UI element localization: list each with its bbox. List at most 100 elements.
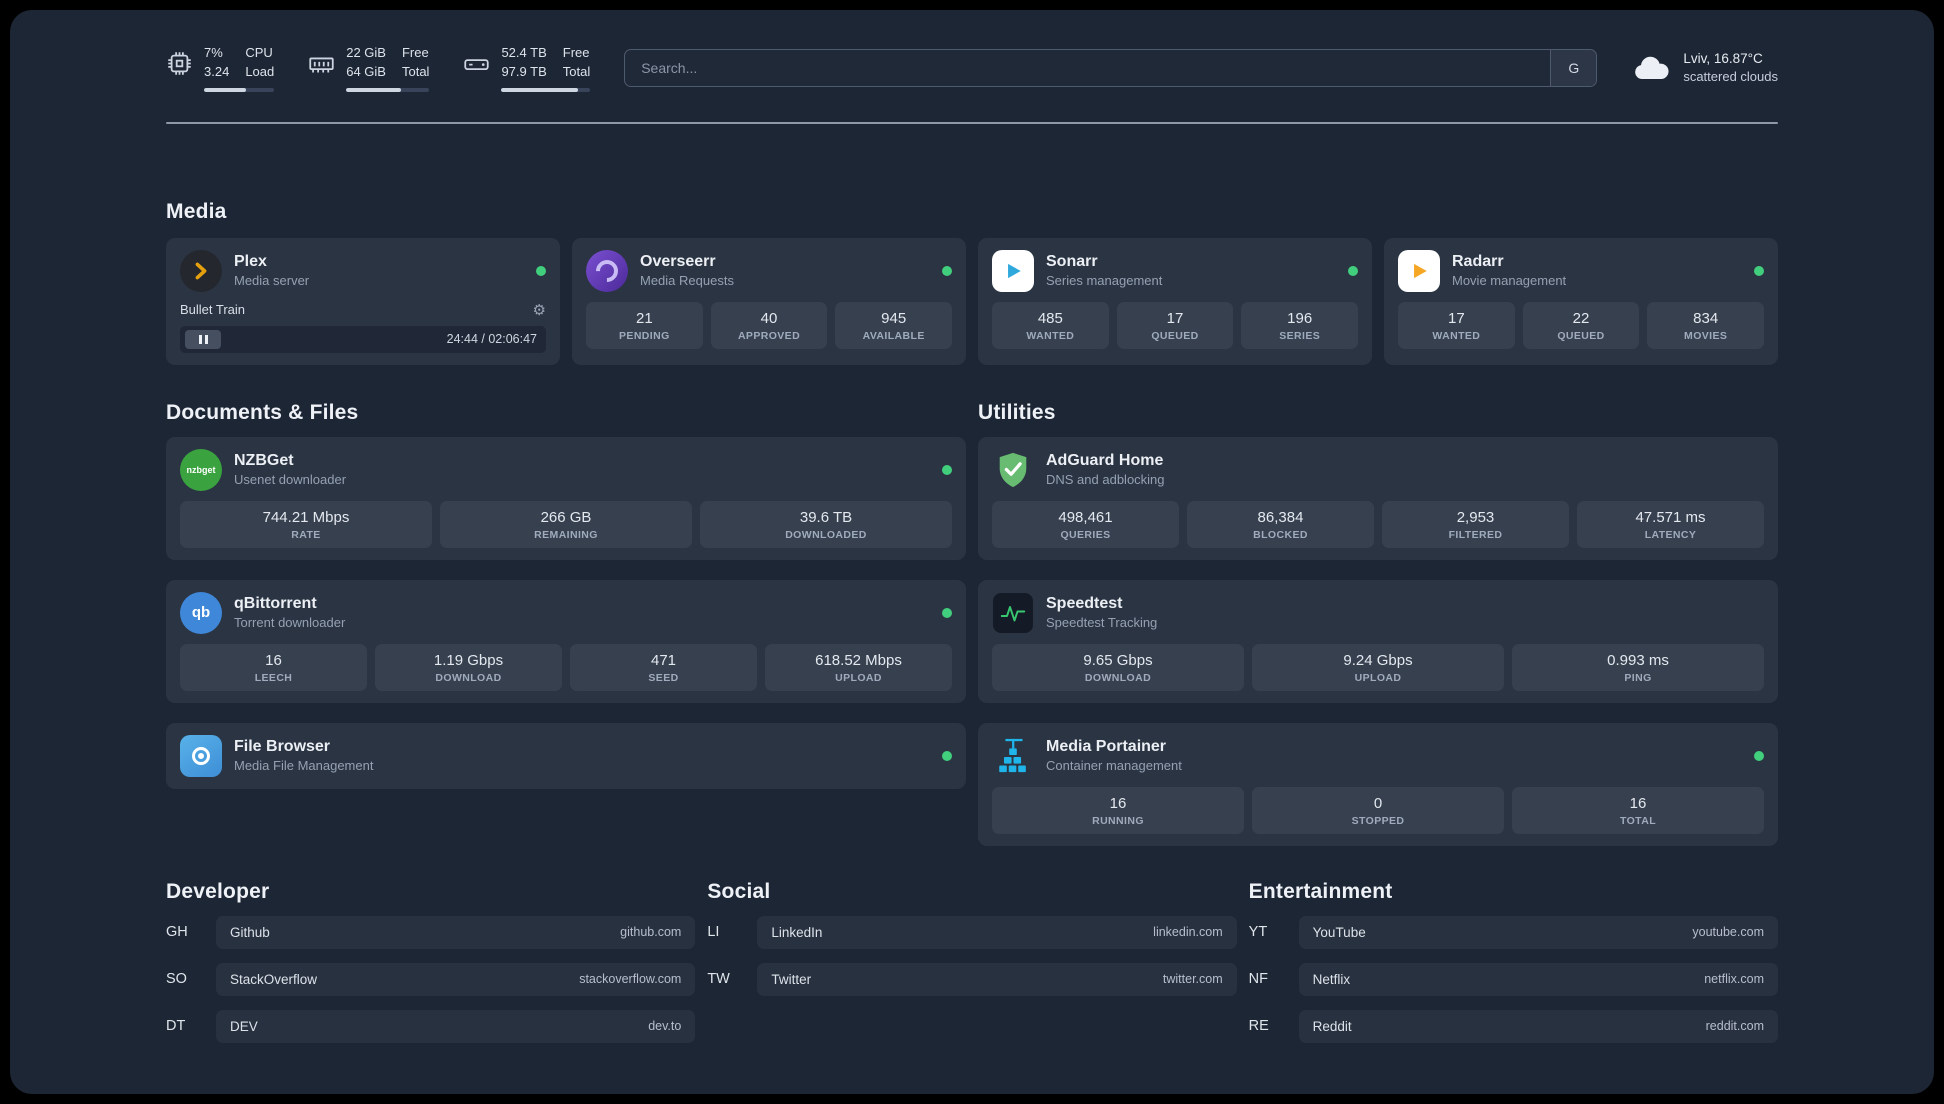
- sonarr-play-icon: [1008, 263, 1021, 278]
- service-subtitle: Media Requests: [640, 273, 734, 289]
- bookmark-link-github[interactable]: Github github.com: [216, 915, 696, 949]
- cpu-usage-bar: [204, 87, 275, 92]
- qbittorrent-logo-text: qb: [191, 604, 211, 622]
- search-provider-button[interactable]: G: [1550, 49, 1597, 86]
- pause-button[interactable]: [185, 329, 221, 349]
- radarr-card[interactable]: Radarr Movie management 17 WANTED 22 QUE…: [1384, 237, 1778, 365]
- stat-label: WANTED: [1026, 329, 1075, 342]
- portainer-header: Media Portainer Container management: [992, 735, 1764, 777]
- portainer-card[interactable]: Media Portainer Container management 16 …: [978, 722, 1778, 846]
- weather-widget[interactable]: Lviv, 16.87°C scattered clouds: [1631, 49, 1778, 87]
- bookmark-url: reddit.com: [1705, 1019, 1764, 1034]
- sonarr-card[interactable]: Sonarr Series management 485 WANTED 17 Q…: [978, 237, 1372, 365]
- bookmark-row-stackoverflow: SO StackOverflow stackoverflow.com: [166, 962, 696, 996]
- stat-label: UPLOAD: [835, 671, 882, 684]
- status-dot: [942, 464, 952, 475]
- stat-label: PENDING: [619, 329, 670, 342]
- search-input[interactable]: [625, 49, 1551, 86]
- cpu-label-top: CPU: [245, 45, 273, 60]
- stat-wanted: 485 WANTED: [992, 301, 1109, 349]
- stat-queued: 22 QUEUED: [1522, 301, 1640, 349]
- plex-player-time: 24:44 / 02:06:47: [446, 332, 537, 347]
- disk-labels: Free Total: [563, 44, 590, 82]
- adguard-icon: [992, 449, 1034, 491]
- plex-icon: [180, 249, 222, 292]
- gear-icon[interactable]: ⚙: [532, 301, 546, 319]
- middle-columns: Documents & Files nzbget NZBGet Usenet d…: [166, 401, 1778, 846]
- adguard-stats: 498,461 QUERIES 86,384 BLOCKED 2,953 FIL…: [992, 500, 1764, 548]
- media-cards: Plex Media server Bullet Train ⚙ 24:44 /…: [166, 237, 1778, 365]
- bookmark-abbr: GH: [166, 924, 188, 941]
- stat-value: 471: [650, 651, 677, 669]
- overseerr-titles: Overseerr Media Requests: [640, 253, 930, 288]
- adguard-shield-icon: [999, 452, 1027, 487]
- service-name: AdGuard Home: [1046, 452, 1164, 470]
- bookmark-link-linkedin[interactable]: LinkedIn linkedin.com: [757, 915, 1237, 949]
- service-subtitle: DNS and adblocking: [1046, 472, 1165, 488]
- bookmark-link-youtube[interactable]: YouTube youtube.com: [1298, 915, 1778, 949]
- stat-value: 618.52 Mbps: [815, 651, 902, 669]
- bookmark-abbr: DT: [166, 1018, 186, 1035]
- service-name: Sonarr: [1046, 253, 1098, 271]
- section-title-social: Social: [707, 879, 771, 903]
- memory-labels: Free Total: [402, 44, 429, 82]
- overseerr-header: Overseerr Media Requests: [586, 249, 952, 292]
- plex-track-title: Bullet Train: [180, 302, 246, 318]
- disk-values: 52.4 TB 97.9 TB: [501, 44, 546, 82]
- bookmark-row-github: GH Github github.com: [166, 915, 696, 949]
- memory-widget: 22 GiB 64 GiB Free Total: [308, 44, 430, 92]
- bookmark-url: twitter.com: [1162, 972, 1223, 987]
- cpu-values: 7% 3.24: [204, 44, 229, 82]
- stat-label: RATE: [291, 528, 321, 541]
- sonarr-header: Sonarr Series management: [992, 249, 1358, 292]
- memory-texts: 22 GiB 64 GiB Free Total: [346, 44, 429, 82]
- stat-label: LEECH: [254, 671, 293, 684]
- bookmark-url: github.com: [620, 925, 682, 940]
- plex-player-bar: 24:44 / 02:06:47: [180, 325, 546, 353]
- weather-condition: scattered clouds: [1683, 69, 1778, 85]
- topbar-divider: [166, 121, 1778, 124]
- nzbget-card[interactable]: nzbget NZBGet Usenet downloader 744.21 M…: [166, 436, 966, 560]
- stat-value: 2,953: [1456, 508, 1495, 526]
- overseerr-card[interactable]: Overseerr Media Requests 21 PENDING 40 A…: [572, 237, 966, 365]
- stat-value: 22: [1572, 309, 1590, 327]
- bookmark-link-twitter[interactable]: Twitter twitter.com: [757, 962, 1237, 996]
- service-name: File Browser: [234, 738, 331, 756]
- stat-value: 0.993 ms: [1607, 651, 1669, 669]
- speedtest-titles: Speedtest Speedtest Tracking: [1046, 595, 1764, 630]
- bookmark-abbr: NF: [1248, 971, 1268, 988]
- overseerr-stats: 21 PENDING 40 APPROVED 945 AVAILABLE: [586, 301, 953, 349]
- section-title-documents: Documents & Files: [166, 400, 359, 424]
- plex-header: Plex Media server: [180, 249, 546, 292]
- bookmark-row-youtube: YT YouTube youtube.com: [1249, 915, 1778, 949]
- plex-card[interactable]: Plex Media server Bullet Train ⚙ 24:44 /…: [166, 237, 560, 365]
- bookmark-link-stackoverflow[interactable]: StackOverflow stackoverflow.com: [216, 962, 696, 996]
- speedtest-card[interactable]: Speedtest Speedtest Tracking 9.65 Gbps D…: [978, 579, 1778, 703]
- cloud-icon: [1635, 56, 1669, 79]
- bookmark-name: Netflix: [1312, 971, 1351, 987]
- bookmark-link-dev[interactable]: DEV dev.to: [216, 1009, 696, 1043]
- stat-label: AVAILABLE: [862, 329, 925, 342]
- stat-ping: 0.993 ms PING: [1512, 643, 1764, 691]
- adguard-card[interactable]: AdGuard Home DNS and adblocking 498,461 …: [978, 436, 1778, 560]
- qbittorrent-card[interactable]: qb qBittorrent Torrent downloader 16: [166, 579, 966, 703]
- sonarr-icon: [992, 249, 1034, 292]
- stat-label: DOWNLOADED: [785, 528, 867, 541]
- stat-label: UPLOAD: [1354, 671, 1402, 684]
- status-dot: [942, 607, 952, 618]
- portainer-icon: [992, 735, 1034, 777]
- filebrowser-card[interactable]: File Browser Media File Management: [166, 722, 966, 789]
- service-name: Radarr: [1452, 253, 1504, 271]
- bookmark-name: YouTube: [1312, 924, 1366, 940]
- service-subtitle: Media server: [234, 273, 310, 289]
- status-dot: [1754, 265, 1764, 276]
- service-subtitle: Usenet downloader: [234, 472, 347, 488]
- bookmark-link-reddit[interactable]: Reddit reddit.com: [1298, 1009, 1778, 1043]
- bookmark-link-netflix[interactable]: Netflix netflix.com: [1298, 962, 1778, 996]
- portainer-crane-icon: [999, 738, 1026, 772]
- service-subtitle: Movie management: [1452, 273, 1567, 289]
- developer-bookmarks: GH Github github.com SO StackOverflow st…: [166, 915, 696, 1043]
- stat-leech: 16 LEECH: [180, 643, 367, 691]
- bookmark-url: dev.to: [648, 1019, 682, 1034]
- portainer-stats: 16 RUNNING 0 STOPPED 16 TOTAL: [992, 786, 1764, 834]
